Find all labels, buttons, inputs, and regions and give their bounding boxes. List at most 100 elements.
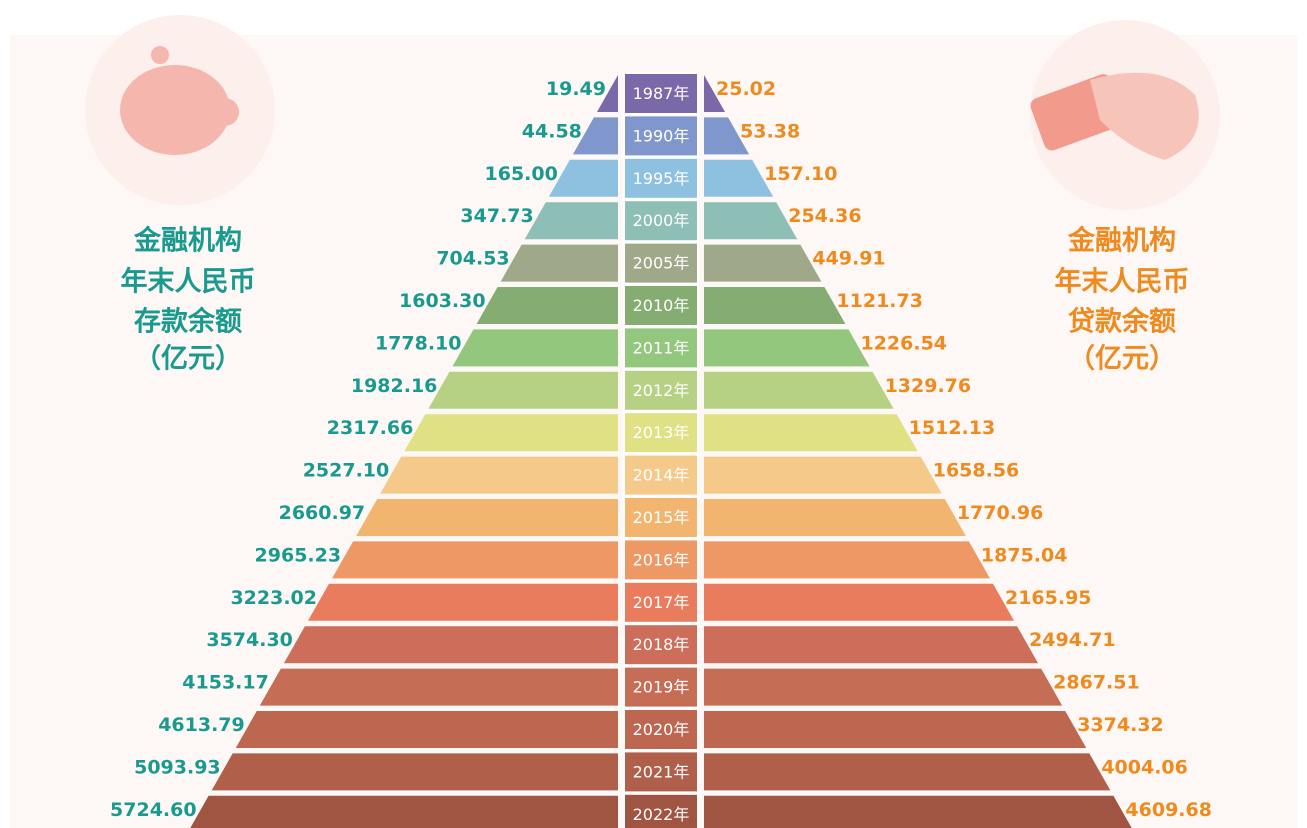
right-step [704, 753, 1111, 791]
year-box [623, 538, 699, 582]
year-label: 1987年 [633, 84, 690, 103]
loan-value: 53.38 [740, 120, 800, 142]
deposit-value: 1982.16 [351, 375, 438, 397]
loan-value: 1875.04 [981, 544, 1068, 566]
loan-value: 1121.73 [836, 290, 923, 312]
left-step [307, 583, 618, 621]
loan-value: 4609.68 [1125, 799, 1212, 821]
year-box [623, 792, 699, 828]
year-box [623, 241, 699, 285]
left-step [332, 541, 618, 579]
loan-value: 449.91 [812, 248, 885, 270]
right-step [704, 414, 918, 452]
year-label: 2022年 [633, 805, 690, 824]
deposit-value: 704.53 [436, 248, 509, 270]
right-step [704, 499, 966, 536]
left-step [190, 795, 618, 828]
right-step [704, 541, 990, 579]
year-label: 2011年 [633, 338, 690, 357]
year-label: 2017年 [633, 593, 690, 612]
loan-value: 4004.06 [1101, 756, 1188, 778]
year-box [623, 623, 699, 667]
right-step [704, 287, 846, 324]
right-step [704, 202, 798, 240]
left-step [476, 287, 618, 324]
left-step [548, 159, 618, 197]
right-step [704, 371, 894, 409]
left-step [572, 117, 618, 155]
right-step [704, 795, 1132, 828]
left-step [283, 626, 618, 664]
deposit-value: 1778.10 [375, 332, 462, 354]
year-label: 2016年 [633, 550, 690, 569]
deposit-value: 2527.10 [303, 460, 390, 482]
right-title: 年末人民币 [1055, 266, 1190, 298]
right-step [704, 668, 1063, 706]
right-title: 金融机构 [1067, 225, 1176, 257]
year-label: 2005年 [633, 254, 690, 273]
piggy-snout [211, 98, 239, 126]
left-step [452, 329, 618, 367]
right-title: （亿元） [1068, 344, 1176, 375]
year-box [623, 199, 699, 243]
deposit-value: 2965.23 [255, 544, 342, 566]
left-step [235, 711, 618, 748]
year-label: 2015年 [633, 508, 690, 527]
right-step [704, 626, 1039, 664]
left-step [524, 202, 618, 240]
right-step [704, 583, 1015, 621]
deposit-value: 1603.30 [399, 290, 486, 312]
year-label: 2012年 [633, 381, 690, 400]
year-box [623, 114, 699, 158]
right-step [704, 456, 942, 494]
year-box [623, 665, 699, 709]
year-label: 2020年 [633, 720, 690, 739]
loan-value: 254.36 [788, 205, 861, 227]
left-step [500, 244, 618, 282]
loan-value: 157.10 [764, 163, 837, 185]
year-box [623, 156, 699, 200]
loan-value: 1512.13 [909, 417, 996, 439]
year-box [623, 284, 699, 327]
year-box [623, 326, 699, 370]
loan-value: 3374.32 [1077, 714, 1164, 736]
loan-value: 2867.51 [1053, 672, 1140, 694]
right-step [704, 159, 774, 197]
year-label: 2000年 [633, 211, 690, 230]
deposit-value: 5093.93 [134, 756, 221, 778]
deposit-value: 3574.30 [206, 629, 293, 651]
loan-value: 1226.54 [860, 332, 947, 354]
left-step [211, 753, 618, 791]
year-label: 2021年 [633, 762, 690, 781]
deposit-value: 2317.66 [327, 417, 414, 439]
year-label: 2018年 [633, 635, 690, 654]
year-box [623, 750, 699, 794]
left-title: 年末人民币 [121, 266, 256, 298]
year-box [623, 411, 699, 455]
deposit-value: 165.00 [485, 163, 558, 185]
deposit-value: 4153.17 [182, 672, 269, 694]
deposit-value: 347.73 [460, 205, 533, 227]
left-step [356, 499, 618, 536]
loan-value: 2165.95 [1005, 587, 1092, 609]
year-label: 1995年 [633, 169, 690, 188]
right-step [704, 329, 870, 367]
year-box [623, 72, 699, 115]
year-label: 2013年 [633, 423, 690, 442]
coin [151, 46, 169, 64]
year-box [623, 496, 699, 539]
left-title: （亿元） [134, 344, 242, 375]
right-title: 贷款余额 [1068, 306, 1176, 338]
loan-value: 1658.56 [933, 460, 1020, 482]
left-title: 存款余额 [134, 306, 242, 338]
left-step [380, 456, 618, 494]
deposit-value: 3223.02 [230, 587, 317, 609]
year-label: 2019年 [633, 678, 690, 697]
year-box [623, 368, 699, 412]
deposit-value: 19.49 [546, 78, 606, 100]
right-step [704, 75, 726, 112]
deposit-value: 44.58 [522, 120, 582, 142]
year-label: 2014年 [633, 466, 690, 485]
left-step [404, 414, 618, 452]
